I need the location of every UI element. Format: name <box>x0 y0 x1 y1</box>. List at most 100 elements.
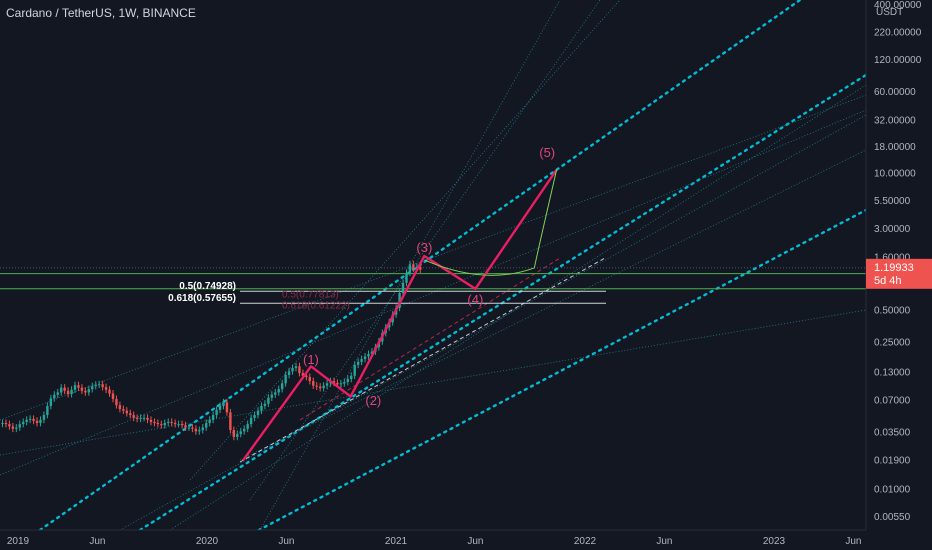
candle-body <box>91 386 94 390</box>
candle-body <box>8 424 11 427</box>
candle-body <box>287 371 291 376</box>
channel-line <box>119 114 867 531</box>
candle-body <box>336 382 339 385</box>
candle-body <box>129 413 132 416</box>
y-tick-label: 60.00000 <box>874 87 916 98</box>
candle-body <box>401 282 405 294</box>
candle-body <box>139 417 142 419</box>
candle-body <box>325 383 329 386</box>
candle-body <box>208 419 211 424</box>
candle-body <box>156 423 160 425</box>
last-price-value: 1.19933 <box>874 262 914 274</box>
channel-line <box>189 0 621 481</box>
candle-body <box>280 383 284 390</box>
candle-body <box>222 402 225 406</box>
candle-body <box>367 353 370 357</box>
candle-body <box>201 427 204 431</box>
candle-body <box>80 387 84 391</box>
candle-body <box>246 424 249 429</box>
candle-body <box>70 389 73 395</box>
candle-body <box>225 402 229 413</box>
last-price-badge-bg <box>866 258 932 289</box>
candle-body <box>256 410 260 416</box>
candle-body <box>350 375 353 379</box>
candle-body <box>236 434 239 437</box>
y-tick-label: 5.50000 <box>874 196 911 207</box>
candle-body <box>419 266 422 270</box>
candle-body <box>11 426 15 429</box>
candle-body <box>194 428 198 432</box>
candle-body <box>122 409 125 411</box>
candle-body <box>291 367 294 372</box>
candle-body <box>270 394 274 398</box>
candle-body <box>243 428 246 432</box>
candle-body <box>229 412 232 431</box>
candle-body <box>167 421 170 424</box>
x-tick-label: 2023 <box>763 536 786 547</box>
candle-body <box>267 397 270 404</box>
candle-body <box>135 417 139 419</box>
candle-body <box>101 384 104 388</box>
y-tick-label: 10.00000 <box>874 169 916 180</box>
candle-body <box>370 351 374 354</box>
candle-body <box>32 418 35 421</box>
candle-body <box>343 381 346 384</box>
x-axis: 2019 Jun 2020 Jun 2021 Jun 2022 Jun 2023 Jun <box>7 536 862 547</box>
candle-body <box>332 381 336 383</box>
channel-line <box>259 0 561 531</box>
candle-body <box>218 405 222 410</box>
x-tick-label: Jun <box>89 536 105 547</box>
candle-body <box>318 386 322 389</box>
candle-body <box>173 423 177 425</box>
candle-body <box>177 424 180 426</box>
wave-label: (5) <box>539 145 555 160</box>
y-tick-label: 0.00550 <box>874 512 911 523</box>
candle-body <box>35 420 39 424</box>
fib-level-label-dim: 0.618(0.61222) <box>282 300 350 311</box>
candle-body <box>184 425 187 428</box>
candle-body <box>160 424 163 426</box>
candle-body <box>63 387 66 391</box>
fib-level-label-dim: 0.5(0.77813) <box>282 290 339 301</box>
candle-body <box>187 427 191 429</box>
candle-body <box>412 264 415 269</box>
fib-level-label: 0.5(0.74928) <box>179 281 236 292</box>
x-tick-label: Jun <box>278 536 294 547</box>
candle-body <box>346 378 349 382</box>
candle-body <box>312 381 315 386</box>
x-tick-label: Jun <box>656 536 672 547</box>
y-tick-label: 0.07000 <box>874 396 911 407</box>
wave-path <box>241 168 558 462</box>
x-tick-label: Jun <box>845 536 861 547</box>
candle-body <box>360 359 363 362</box>
y-tick-label: 32.00000 <box>874 116 916 127</box>
candle-body <box>205 423 208 428</box>
candle-body <box>125 410 129 414</box>
candle-body <box>132 415 135 418</box>
candle-body <box>77 385 80 388</box>
candle-body <box>232 430 236 437</box>
candle-body <box>277 389 280 393</box>
candle-body <box>97 384 101 386</box>
candle-body <box>1 423 4 425</box>
candle-body <box>59 387 63 393</box>
candle-body <box>353 364 356 376</box>
x-tick-label: 2022 <box>574 536 597 547</box>
candle-body <box>104 387 108 390</box>
candle-body <box>56 392 59 395</box>
time-axis-panel[interactable] <box>0 530 866 550</box>
candle-body <box>149 419 153 422</box>
candles-layer <box>1 260 422 441</box>
y-tick-label: 0.01900 <box>874 455 911 466</box>
candle-body <box>191 427 194 429</box>
candle-body <box>108 389 111 394</box>
y-axis-unit: USDT <box>876 7 903 18</box>
candle-body <box>142 417 146 419</box>
candle-body <box>215 409 218 416</box>
candle-body <box>308 376 312 382</box>
y-tick-label: 400.00000 <box>874 0 922 11</box>
